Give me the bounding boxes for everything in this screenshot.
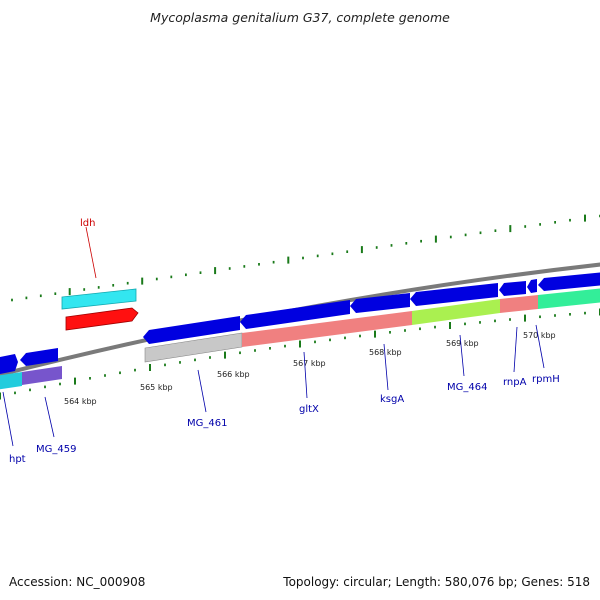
gene-label-mg-461: MG_461 <box>187 418 227 429</box>
gene-arrow <box>410 283 498 306</box>
accession-text: Accession: NC_000908 <box>9 575 146 589</box>
gene-labels[interactable]: ldh hpt MG_459 MG_461 gltX ksgA MG_464 r… <box>9 218 560 465</box>
scale-labels: 564 kbp 565 kbp 566 kbp 567 kbp 568 kbp … <box>64 331 556 406</box>
gene-leader-lines <box>2 226 545 447</box>
gene-label-hpt: hpt <box>9 454 26 465</box>
gene-label-mg-464: MG_464 <box>447 382 487 393</box>
scale-tick-label: 568 kbp <box>369 348 402 357</box>
gene-label-rnpa: rnpA <box>503 377 527 388</box>
gene-arrow <box>527 279 537 293</box>
gene-arrow <box>0 354 18 374</box>
scale-tick-label: 564 kbp <box>64 397 97 406</box>
scale-tick-label: 565 kbp <box>140 383 173 392</box>
gene-label-mg-459: MG_459 <box>36 444 76 455</box>
gene-arrow <box>538 272 600 291</box>
map-title: Mycoplasma genitalium G37, complete geno… <box>150 10 450 25</box>
gene-arrow <box>143 316 240 344</box>
gene-label-ldh: ldh <box>80 218 95 229</box>
lower-tick-track <box>0 308 600 400</box>
gene-arrow <box>350 293 410 313</box>
gene-label-ksga: ksgA <box>380 394 404 405</box>
scale-tick-label: 569 kbp <box>446 339 479 348</box>
forward-gene-row[interactable] <box>0 272 600 375</box>
genome-summary-text: Topology: circular; Length: 580,076 bp; … <box>283 575 590 589</box>
scale-tick-label: 570 kbp <box>523 331 556 340</box>
gene-label-rpmh: rpmH <box>532 374 560 385</box>
upper-tick-track <box>11 214 600 302</box>
gene-arrow <box>20 348 58 366</box>
scale-tick-label: 567 kbp <box>293 359 326 368</box>
gene-arrow <box>240 300 350 329</box>
gene-arrow <box>499 281 526 296</box>
gene-label-gltx: gltX <box>299 404 319 415</box>
feature-color-row[interactable] <box>0 288 600 390</box>
ldh-gene-block[interactable] <box>61 288 139 331</box>
scale-tick-label: 566 kbp <box>217 370 250 379</box>
